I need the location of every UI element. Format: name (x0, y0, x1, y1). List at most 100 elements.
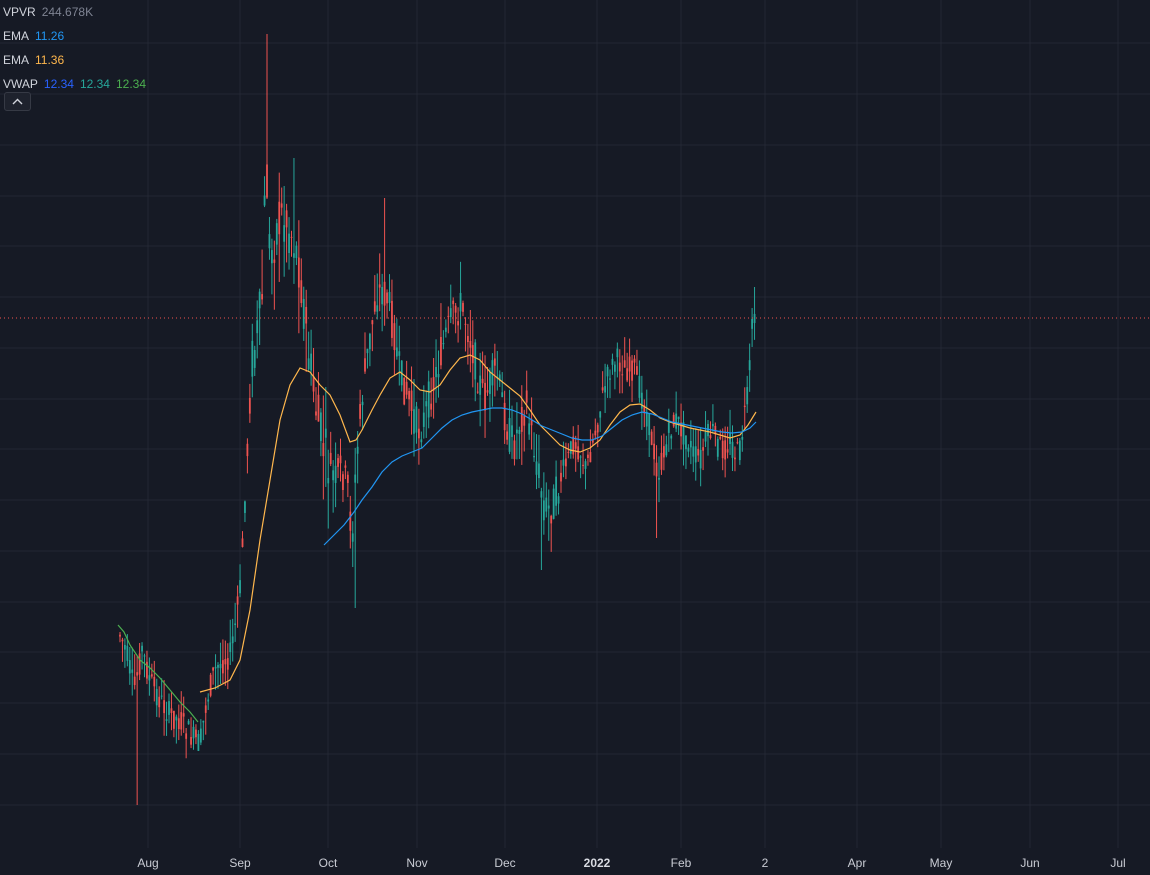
vwap-value-1: 12.34 (43, 77, 74, 91)
candle-body (577, 446, 580, 460)
candle-body (293, 253, 295, 258)
candle-body (518, 430, 521, 434)
indicator-legend: VPVR 244.678K EMA 11.26 EMA 11.36 VWAP 12.34… (3, 0, 152, 96)
candle-body (579, 456, 582, 458)
candle-body (165, 719, 168, 721)
time-axis-label: 2 (762, 856, 769, 870)
candle-body (628, 356, 631, 372)
candle-body (285, 210, 288, 228)
candle-body (724, 440, 727, 460)
candle-body (324, 428, 327, 438)
candle-body (530, 419, 533, 426)
candle-body (677, 416, 680, 420)
candle-body (736, 442, 739, 444)
candle-body (126, 645, 129, 661)
candle-body (614, 364, 616, 372)
candle-body (633, 358, 636, 363)
time-axis-label: Jun (1020, 856, 1039, 870)
candle-body (332, 470, 335, 481)
candle-body (148, 675, 151, 681)
candle-body (226, 658, 229, 670)
candle-body (381, 286, 384, 305)
ema-1-value: 11.26 (35, 29, 65, 43)
candle-body (508, 418, 511, 452)
candle-body (545, 497, 548, 512)
candle-body (449, 308, 452, 318)
candle-body (241, 538, 244, 547)
candle-body (177, 718, 180, 730)
candle-body (587, 454, 589, 458)
candle-body (317, 394, 320, 422)
candle-body (239, 580, 241, 594)
candle-body (246, 443, 249, 457)
candle-body (555, 476, 557, 506)
candle-body (594, 430, 597, 436)
candle-body (685, 435, 687, 450)
candle-body (202, 720, 205, 723)
legend-ema-2[interactable]: EMA 11.36 (3, 48, 152, 72)
candle-body (288, 233, 290, 254)
candle-body (498, 374, 501, 381)
candle-body (150, 674, 153, 677)
candle-body (704, 431, 707, 442)
candle-body (611, 358, 614, 365)
candle-body (609, 378, 611, 380)
candle-body (452, 300, 455, 305)
candle-body (163, 700, 165, 714)
candle-body (422, 412, 425, 427)
candle-body (393, 323, 396, 351)
candle-body (155, 688, 158, 706)
candle-body (491, 360, 494, 386)
candle-body (351, 533, 354, 542)
candle-body (501, 392, 504, 398)
candle-body (572, 436, 575, 455)
candle-body (195, 729, 197, 738)
candle-body (391, 300, 393, 338)
candle-body (511, 425, 513, 437)
candle-body (638, 376, 641, 398)
candle-body (342, 474, 344, 491)
candle-body (386, 292, 388, 304)
candle-body (175, 716, 178, 721)
candle-body (506, 431, 508, 440)
candle-body (278, 201, 281, 235)
candle-body (219, 663, 222, 669)
candle-body (168, 701, 170, 715)
legend-vwap[interactable]: VWAP 12.34 12.34 12.34 (3, 72, 152, 96)
candle-body (413, 409, 415, 434)
candle-body (170, 708, 173, 713)
candle-body (481, 378, 484, 384)
candle-body (444, 327, 447, 332)
legend-ema-1[interactable]: EMA 11.26 (3, 24, 152, 48)
time-axis-label: Aug (137, 856, 158, 870)
legend-vpvr[interactable]: VPVR 244.678K (3, 0, 152, 24)
candle-body (540, 491, 543, 498)
candle-body (256, 320, 259, 334)
candle-body (721, 440, 724, 459)
legend-collapse-button[interactable] (4, 92, 31, 111)
vwap-label: VWAP (3, 77, 38, 91)
candle-body (462, 302, 464, 312)
candle-body (371, 320, 374, 325)
vpvr-label: VPVR (3, 5, 36, 19)
candle-body (373, 301, 376, 312)
candle-body (283, 225, 286, 242)
candle-body (557, 496, 560, 504)
candle-body (312, 376, 315, 392)
candle-body (224, 659, 227, 665)
candle-body (339, 455, 342, 464)
candle-body (538, 463, 540, 479)
candle-body (197, 733, 200, 751)
candle-body (327, 477, 330, 484)
candle-body (119, 634, 121, 637)
candle-body (667, 422, 670, 433)
candle-body (187, 720, 190, 725)
candle-body (663, 446, 665, 458)
candle-body (204, 705, 207, 713)
candle-body (567, 451, 570, 453)
candle-body (378, 284, 381, 288)
candle-body (687, 447, 690, 452)
candle-body (182, 713, 185, 717)
